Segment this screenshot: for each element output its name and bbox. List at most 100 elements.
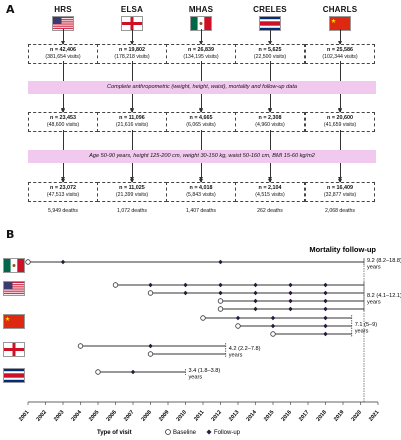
- followup-marker: [288, 290, 293, 296]
- legend-baseline-label: Baseline: [173, 430, 197, 436]
- followup-marker: [288, 306, 293, 312]
- median-followup-unit: years: [355, 329, 369, 335]
- median-followup-label: 7.1 (5–9): [355, 322, 378, 328]
- x-tick-label: 2012: [211, 409, 223, 422]
- followup-marker: [253, 306, 258, 312]
- participant-count: n = 4,018: [189, 185, 213, 191]
- england-flag-icon: [121, 16, 143, 31]
- baseline-marker: [95, 369, 101, 375]
- x-tick-label: 2001: [18, 409, 30, 422]
- median-followup-unit: years: [367, 265, 381, 271]
- baseline-marker: [147, 351, 154, 357]
- followup-marker: [235, 315, 241, 321]
- baseline-marker: [270, 331, 276, 337]
- visit-count: (178,218 visits): [114, 54, 150, 60]
- median-followup-unit: years: [367, 300, 381, 306]
- flow-arrow: [338, 166, 342, 183]
- visit-count: (5,843 visits): [186, 192, 216, 198]
- visit-count: (4,515 visits): [255, 192, 285, 198]
- x-tick-label: 2019: [333, 409, 345, 422]
- baseline-marker: [25, 259, 31, 265]
- flow-arrow: [338, 29, 342, 45]
- x-tick-label: 2006: [106, 409, 118, 422]
- cohort-header-elsa: ELSA: [97, 5, 167, 31]
- x-tick-label: 2015: [263, 409, 275, 422]
- participant-count: n = 20,600: [327, 115, 353, 121]
- baseline-marker: [217, 298, 224, 304]
- visit-count: (48,600 visits): [46, 122, 80, 128]
- x-tick-label: 2020: [351, 409, 363, 422]
- participant-count: n = 11,096: [119, 115, 145, 121]
- followup-marker: [270, 315, 276, 321]
- x-tick-label: 2016: [281, 409, 293, 422]
- followup-marker: [130, 369, 136, 375]
- death-count: 1,407 deaths: [186, 208, 216, 214]
- timeline-costa-rica-flag-icon: [3, 368, 25, 383]
- x-tick-label: 2002: [36, 409, 48, 422]
- followup-marker: [148, 343, 153, 349]
- cohort-name: HRS: [54, 5, 72, 14]
- flow-arrow: [199, 97, 203, 113]
- timeline-mexico-flag-icon: [3, 258, 25, 273]
- flow-arrow: [130, 97, 134, 113]
- cohort-name: ELSA: [120, 5, 144, 14]
- baseline-marker: [200, 315, 206, 321]
- x-tick-label: 2011: [193, 409, 205, 422]
- median-followup-unit: years: [229, 353, 243, 359]
- followup-marker: [253, 282, 258, 288]
- x-tick-label: 2018: [316, 409, 328, 422]
- baseline-marker: [217, 306, 224, 312]
- participant-count: n = 4,665: [189, 115, 213, 121]
- legend-title: Type of visit: [97, 430, 132, 436]
- visit-count: (134,195 visits): [183, 54, 219, 60]
- followup-marker: [323, 282, 328, 288]
- x-tick-label: 2007: [123, 409, 135, 422]
- legend-baseline-marker: [165, 429, 171, 435]
- flow-arrow: [130, 29, 134, 45]
- followup-marker: [183, 290, 188, 296]
- baseline-marker: [112, 282, 119, 288]
- median-followup-label: 3.4 (1.8–3.8): [189, 368, 221, 374]
- followup-marker: [323, 323, 328, 329]
- flow-arrow: [61, 97, 65, 113]
- baseline-marker: [235, 323, 241, 329]
- visit-count: (381,654 visits): [45, 54, 81, 60]
- participant-count: n = 5,625: [258, 47, 282, 53]
- visit-count: (21,399 visits): [115, 192, 149, 198]
- x-tick-label: 2008: [141, 409, 153, 422]
- flow-arrow: [61, 29, 65, 45]
- x-tick-label: 2021: [368, 409, 380, 422]
- visit-count: (22,500 visits): [253, 54, 287, 60]
- followup-marker: [60, 259, 66, 265]
- flow-arrow: [268, 166, 272, 183]
- participant-count: n = 19,802: [119, 47, 145, 53]
- inclusion-band-2: Age 50-90 years, height 125-200 cm, weig…: [28, 150, 376, 163]
- flow-arrow: [199, 166, 203, 183]
- followup-marker: [218, 282, 223, 288]
- flow-arrow: [268, 29, 272, 45]
- timeline-us-flag-icon: [3, 281, 25, 296]
- participant-count: n = 23,072: [50, 185, 76, 191]
- x-tick-label: 2010: [176, 409, 188, 422]
- x-tick-label: 2009: [158, 409, 170, 422]
- followup-marker: [323, 290, 328, 296]
- timeline-china-flag-icon: [3, 314, 25, 329]
- timeline-title: Mortality follow-up: [309, 245, 376, 254]
- visit-count: (21,616 visits): [115, 122, 149, 128]
- baseline-marker: [77, 343, 84, 349]
- visit-count: (102,344 visits): [322, 54, 358, 60]
- legend-followup-label: Follow-up: [214, 430, 241, 436]
- visit-count: (4,960 visits): [255, 122, 285, 128]
- x-tick-label: 2004: [71, 409, 84, 423]
- panel-b-label: B: [6, 228, 15, 241]
- death-count: 1,072 deaths: [117, 208, 147, 214]
- visit-count: (47,513 visits): [46, 192, 80, 198]
- participant-count: n = 25,586: [327, 47, 353, 53]
- visit-count: (6,065 visits): [186, 122, 216, 128]
- followup-marker: [288, 282, 293, 288]
- panel-a-label: A: [6, 3, 15, 16]
- death-count: 262 deaths: [257, 208, 283, 214]
- followup-marker: [148, 282, 153, 288]
